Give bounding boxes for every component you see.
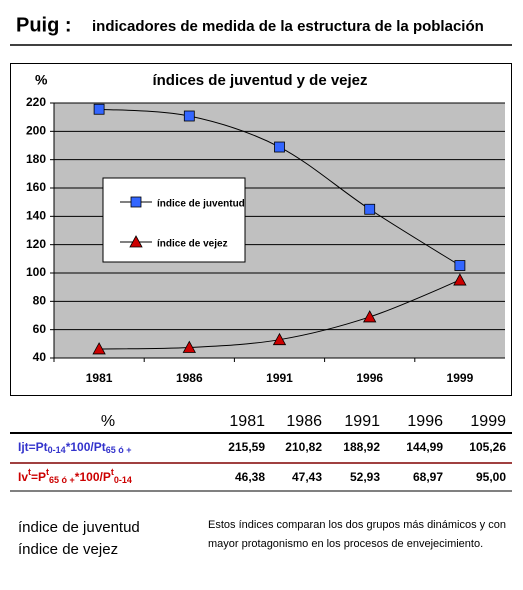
row-label: Ijt=Pt0-14​*100/Pt65 ó +​: [18, 440, 131, 455]
marker: [364, 203, 376, 215]
table-header: 1991: [344, 413, 380, 430]
x-tick-label: 1996: [356, 371, 383, 385]
note: Estos índices comparan los dos grupos má…: [208, 519, 506, 550]
table-cell: 46,38: [235, 470, 265, 484]
marker: [92, 342, 106, 355]
y-tick-label: 80: [33, 294, 47, 308]
y-tick-label: 220: [26, 95, 46, 109]
footer-label: índice de vejez: [18, 541, 118, 558]
formula-part: 0-14: [114, 475, 132, 485]
y-tick-label: 60: [33, 322, 47, 336]
y-tick-label: 40: [33, 350, 47, 364]
table-header: %: [101, 413, 115, 430]
formula-part: *100/Pt: [66, 440, 106, 454]
formula-part: 0-14: [48, 445, 66, 455]
table-cell: 188,92: [343, 440, 380, 454]
marker: [183, 110, 195, 122]
table-header: 1999: [470, 413, 506, 430]
table-cell: 52,93: [350, 470, 380, 484]
table-cell: 210,82: [285, 440, 322, 454]
marker: [454, 260, 466, 271]
formula-part: t: [111, 467, 114, 477]
y-tick-label: 100: [26, 265, 46, 279]
marker: [93, 103, 105, 115]
marker: [129, 235, 143, 248]
y-tick-label: 140: [26, 209, 46, 223]
x-tick-label: 1986: [176, 371, 203, 385]
table-cell: 68,97: [413, 470, 443, 484]
y-tick-label: 200: [26, 124, 46, 138]
formula-part: 65 ó +: [49, 475, 75, 485]
table-header: 1986: [286, 413, 322, 430]
y-tick-label: 120: [26, 237, 46, 251]
row-label: Ivt​=Pt​65 ó +​*100/Pt​0-14​: [18, 467, 132, 485]
formula-part: *100/P: [75, 470, 111, 484]
table-cell: 144,99: [406, 440, 443, 454]
y-tick-label: 160: [26, 180, 46, 194]
legend: [102, 177, 246, 263]
footer-label: índice de juventud: [18, 519, 140, 536]
y-axis-label: %: [35, 72, 48, 88]
x-tick-label: 1981: [86, 371, 113, 385]
x-tick-label: 1991: [266, 371, 293, 385]
y-tick-label: 180: [26, 152, 46, 166]
table-header: 1981: [229, 413, 265, 430]
marker: [453, 273, 467, 286]
legend-label: índice de vejez: [157, 239, 228, 250]
table-cell: 95,00: [476, 470, 506, 484]
marker: [363, 310, 377, 323]
marker: [274, 141, 285, 153]
formula-part: =P: [31, 470, 46, 484]
formula-part: Ijt=Pt: [18, 440, 48, 454]
formula-part: t: [46, 467, 49, 477]
marker: [130, 196, 142, 208]
table-cell: 105,26: [469, 440, 506, 454]
page-subtitle: indicadores de medida de la estructura d…: [92, 18, 484, 35]
formula-part: Iv: [18, 470, 28, 484]
formula-part: t: [28, 467, 31, 477]
table-cell: 47,43: [292, 470, 322, 484]
formula-part: 65 ó +: [106, 445, 132, 455]
page-title: Puig :: [16, 14, 72, 36]
table-header: 1996: [407, 413, 443, 430]
chart-title: índices de juventud y de vejez: [152, 72, 367, 89]
x-tick-label: 1999: [447, 371, 474, 385]
legend-label: índice de juventud: [157, 199, 245, 210]
marker: [272, 332, 287, 346]
table-cell: 215,59: [228, 440, 265, 454]
marker: [182, 340, 196, 353]
